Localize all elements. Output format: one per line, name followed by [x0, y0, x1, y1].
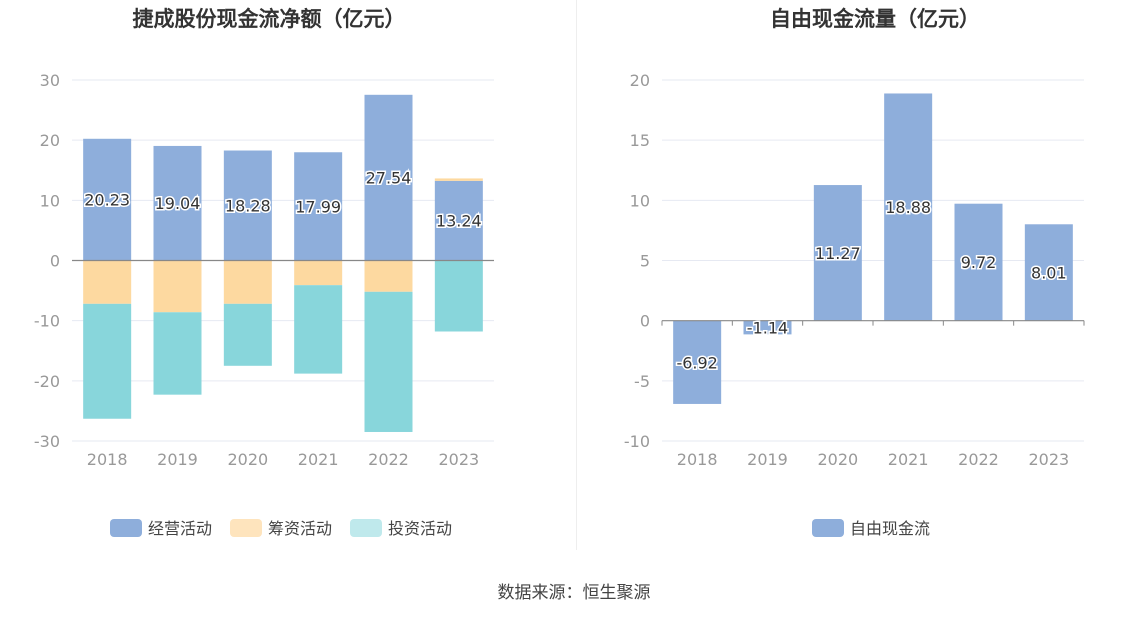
legend-label: 经营活动: [148, 519, 212, 538]
bar-投资活动-2023: [434, 260, 483, 332]
x-tick-label: 2018: [677, 450, 718, 469]
chart-title: 捷成股份现金流净额（亿元）: [133, 7, 406, 31]
x-tick-label: 2018: [87, 450, 128, 469]
free-cash-flow-chart: 自由现金流量（亿元） 20 15 10 5 0 -5 -10 -6.92 -1.14 11.27 18…: [624, 7, 1085, 538]
legend-swatch: [230, 519, 262, 537]
bar-投资活动-2021: [294, 285, 343, 374]
bar-经营活动-2020: [223, 150, 272, 261]
bar-筹资活动-2019: [153, 260, 202, 313]
data-label: 19.04: [155, 194, 201, 213]
bar-筹资活动-2022: [364, 260, 413, 292]
bar-自由现金流-2019: [743, 320, 792, 335]
bar-经营活动-2021: [294, 152, 343, 261]
bar-自由现金流-2021: [884, 93, 933, 321]
x-tick-label: 2023: [438, 450, 479, 469]
y-tick-label: -10: [624, 432, 650, 451]
bar-经营活动-2019: [153, 145, 202, 261]
bar-筹资活动-2018: [83, 260, 132, 304]
chart-title: 自由现金流量（亿元）: [770, 7, 980, 31]
y-tick-label: 0: [50, 252, 60, 271]
bar-投资活动-2019: [153, 312, 202, 395]
bar-经营活动-2023: [434, 180, 483, 261]
bar-自由现金流-2023: [1024, 224, 1073, 321]
y-tick-label: 10: [630, 191, 650, 210]
x-tick-label: 2020: [817, 450, 858, 469]
data-label: 9.72: [961, 253, 997, 272]
y-tick-label: 30: [40, 71, 60, 90]
bar-自由现金流-2018: [673, 320, 722, 404]
bar-自由现金流-2020: [813, 185, 862, 321]
data-label: 17.99: [295, 197, 341, 216]
x-tick-label: 2019: [747, 450, 788, 469]
data-label: 18.28: [225, 197, 271, 216]
y-tick-label: 20: [40, 131, 60, 150]
legend-label: 自由现金流: [850, 519, 930, 538]
x-tick-label: 2019: [157, 450, 198, 469]
data-label: -6.92: [676, 353, 717, 372]
bar-筹资活动-2023: [434, 178, 483, 181]
x-tick-label: 2022: [958, 450, 999, 469]
data-label: 8.01: [1031, 263, 1067, 282]
bar-经营活动-2018: [83, 138, 132, 261]
y-tick-label: -5: [634, 372, 650, 391]
bar-投资活动-2018: [83, 303, 132, 419]
legend-swatch: [350, 519, 382, 537]
y-tick-label: 20: [630, 71, 650, 90]
y-tick-label: 0: [640, 312, 650, 331]
data-label: 18.88: [885, 198, 931, 217]
x-tick-label: 2020: [227, 450, 268, 469]
chart-divider: [576, 0, 577, 550]
bar-自由现金流-2022: [954, 203, 1003, 321]
y-tick-label: -30: [34, 432, 60, 451]
y-tick-label: 15: [630, 131, 650, 150]
bar-投资活动-2020: [223, 303, 272, 366]
bar-经营活动-2022: [364, 94, 413, 261]
data-label: 27.54: [366, 169, 412, 188]
y-tick-label: -10: [34, 312, 60, 331]
cash-flow-chart: 捷成股份现金流净额（亿元） 30 20 10 0 -10 -20 -30 20.23 19.04 1…: [34, 7, 494, 538]
y-tick-label: 10: [40, 191, 60, 210]
legend-swatch: [110, 519, 142, 537]
y-tick-label: 5: [640, 252, 650, 271]
legend-label: 筹资活动: [268, 519, 332, 538]
x-tick-label: 2021: [298, 450, 339, 469]
legend-label: 投资活动: [388, 519, 452, 538]
bar-筹资活动-2021: [294, 260, 343, 286]
legend-swatch: [812, 519, 844, 537]
data-label: 11.27: [815, 244, 861, 263]
bar-投资活动-2022: [364, 291, 413, 432]
x-tick-label: 2022: [368, 450, 409, 469]
data-label: 20.23: [84, 191, 130, 210]
x-tick-label: 2023: [1028, 450, 1069, 469]
y-tick-label: -20: [34, 372, 60, 391]
x-tick-label: 2021: [888, 450, 929, 469]
data-source: 数据来源：恒生聚源: [497, 583, 651, 603]
bar-筹资活动-2020: [223, 260, 272, 304]
data-label: -1.14: [747, 319, 788, 338]
data-label: 13.24: [436, 212, 482, 231]
